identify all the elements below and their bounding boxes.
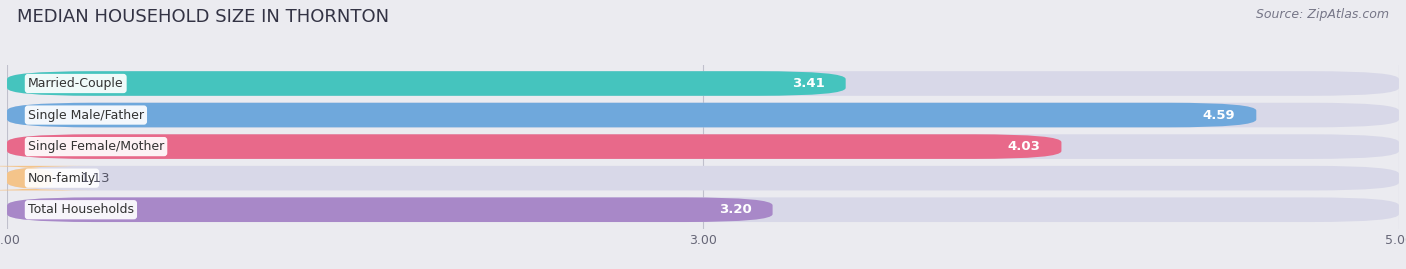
FancyBboxPatch shape — [7, 197, 1399, 222]
FancyBboxPatch shape — [7, 71, 1399, 96]
Text: 1.13: 1.13 — [80, 172, 110, 185]
Text: Non-family: Non-family — [28, 172, 96, 185]
Text: Total Households: Total Households — [28, 203, 134, 216]
Text: 3.20: 3.20 — [718, 203, 752, 216]
Text: Married-Couple: Married-Couple — [28, 77, 124, 90]
Text: MEDIAN HOUSEHOLD SIZE IN THORNTON: MEDIAN HOUSEHOLD SIZE IN THORNTON — [17, 8, 389, 26]
FancyBboxPatch shape — [7, 134, 1399, 159]
Text: 4.59: 4.59 — [1202, 109, 1236, 122]
Text: 3.41: 3.41 — [792, 77, 825, 90]
Text: Single Female/Mother: Single Female/Mother — [28, 140, 165, 153]
FancyBboxPatch shape — [7, 134, 1062, 159]
Text: Single Male/Father: Single Male/Father — [28, 109, 143, 122]
FancyBboxPatch shape — [7, 103, 1257, 127]
FancyBboxPatch shape — [0, 166, 94, 190]
FancyBboxPatch shape — [7, 197, 773, 222]
Text: Source: ZipAtlas.com: Source: ZipAtlas.com — [1256, 8, 1389, 21]
FancyBboxPatch shape — [7, 166, 1399, 190]
Text: 4.03: 4.03 — [1008, 140, 1040, 153]
FancyBboxPatch shape — [7, 71, 845, 96]
FancyBboxPatch shape — [7, 103, 1399, 127]
